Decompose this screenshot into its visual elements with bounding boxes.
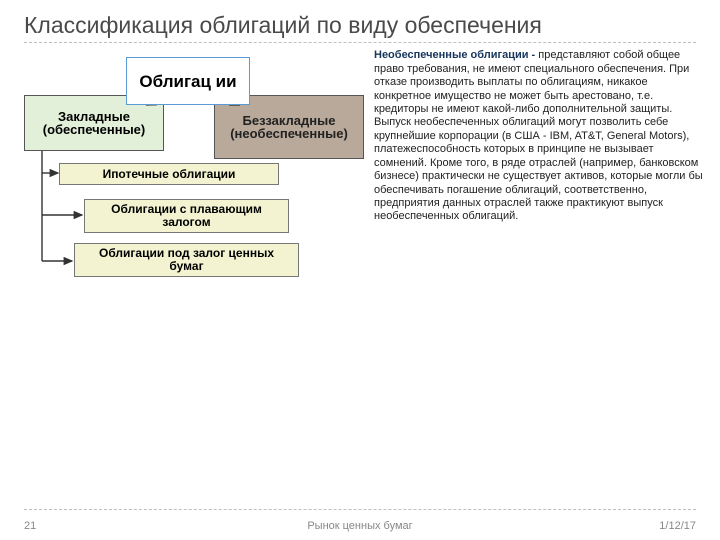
diagram-area: Закладные (обеспеченные) Беззакладные (н… [24, 43, 364, 463]
footer-title: Рынок ценных бумаг [24, 520, 696, 532]
footer-divider [24, 509, 696, 510]
slide: Классификация облигаций по виду обеспече… [0, 0, 720, 540]
content-area: Закладные (обеспеченные) Беззакладные (н… [24, 43, 696, 463]
description-paragraph: Необеспеченные облигации - представляют … [374, 49, 704, 223]
footer: 21 Рынок ценных бумаг 1/12/17 [24, 520, 696, 532]
node-root: Облигац ии [126, 57, 250, 105]
slide-title: Классификация облигаций по виду обеспече… [24, 12, 696, 38]
description-heading: Необеспеченные облигации - [374, 49, 538, 61]
text-column: Необеспеченные облигации - представляют … [374, 49, 704, 223]
description-body: представляют собой общее право требовани… [374, 49, 703, 222]
sub-securities: Облигации под залог ценных бумаг [74, 243, 299, 277]
sub-floating: Облигации с плавающим залогом [84, 199, 289, 233]
sub-mortgage: Ипотечные облигации [59, 163, 279, 185]
